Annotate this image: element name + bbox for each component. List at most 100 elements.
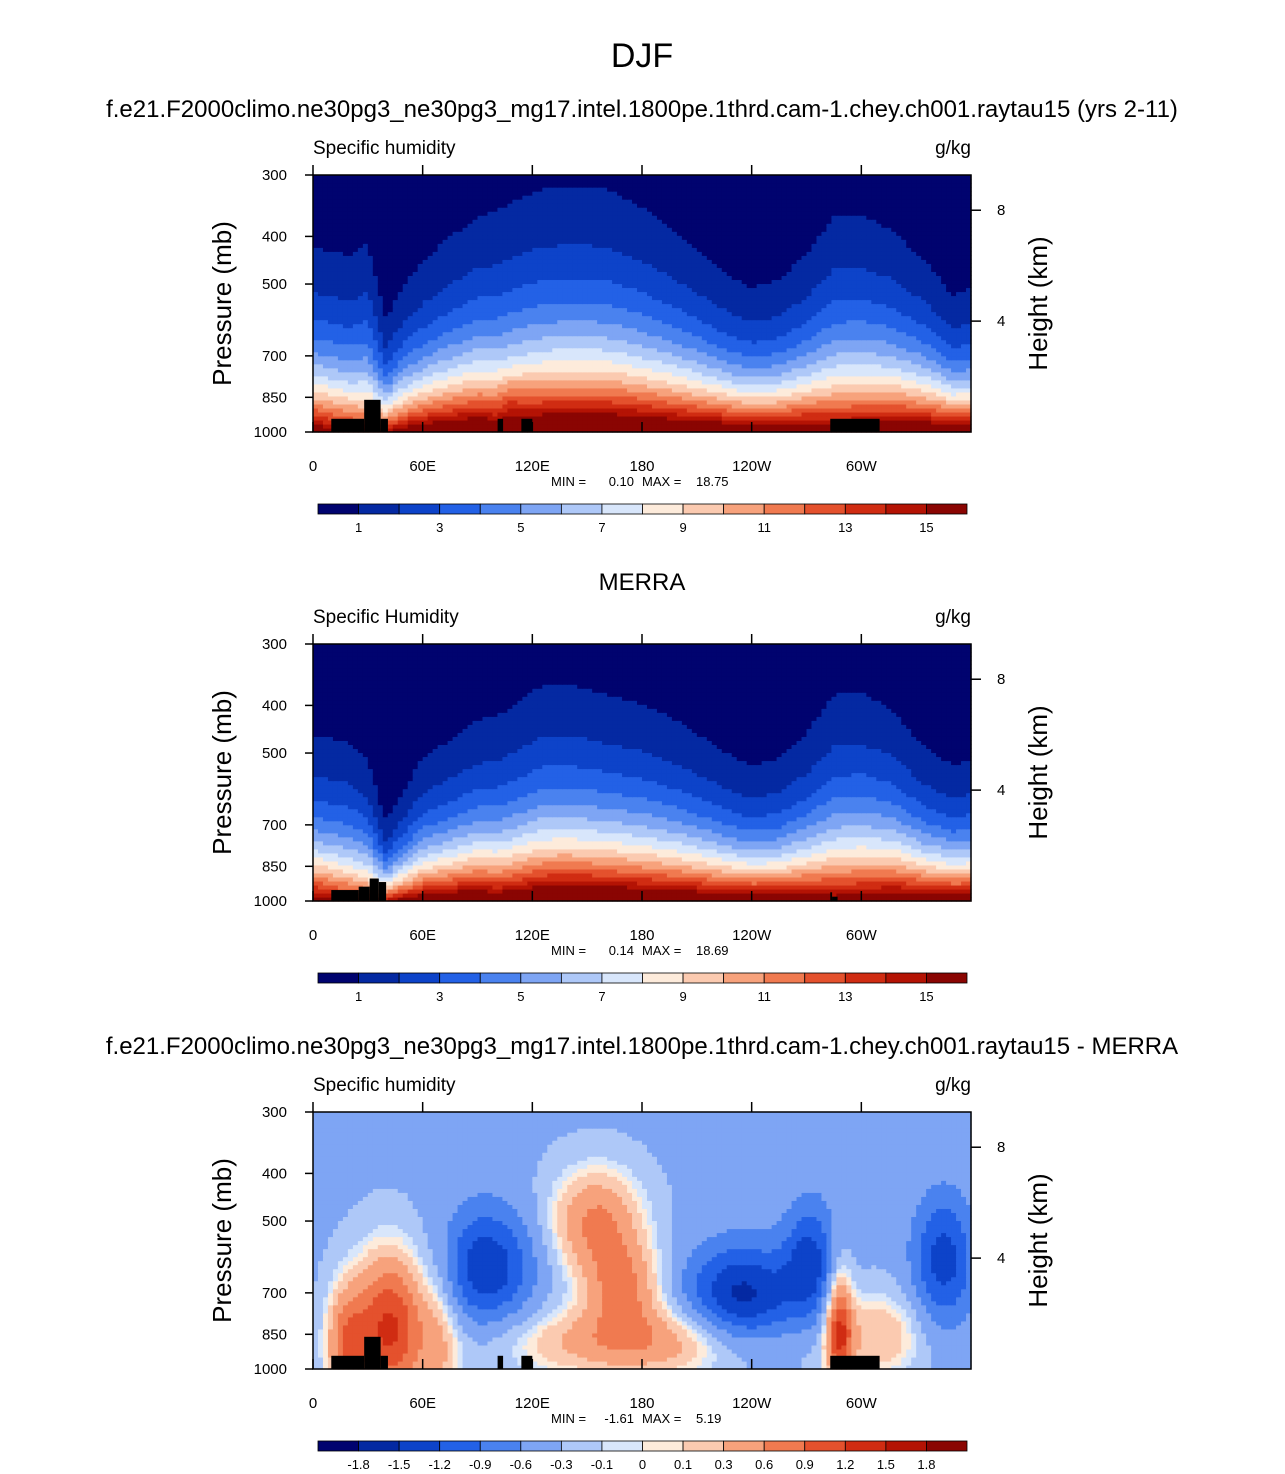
heatmap-cell [642, 396, 648, 401]
heatmap-cell [617, 384, 623, 389]
heatmap-cell [722, 412, 728, 417]
heatmap-cell [557, 396, 563, 401]
heatmap-cell [323, 424, 329, 429]
heatmap-cell [876, 384, 882, 389]
heatmap-cell [936, 380, 942, 385]
heatmap-cell [408, 424, 414, 429]
heatmap-cell [722, 404, 728, 409]
heatmap-cell [597, 404, 603, 409]
heatmap-cell [413, 412, 419, 417]
heatmap-cell [802, 400, 808, 405]
heatmap-cell [747, 404, 753, 409]
heatmap-cell [672, 396, 678, 401]
heatmap-cell [811, 380, 817, 385]
heatmap-cell [368, 388, 374, 393]
heatmap-cell [602, 420, 608, 425]
heatmap-cell [886, 416, 892, 421]
heatmap-cell [732, 412, 738, 417]
heatmap-cell [901, 400, 907, 405]
heatmap-cell [896, 416, 902, 421]
heatmap-cell [478, 404, 484, 409]
heatmap-cell [557, 420, 563, 425]
chart-panel: f.e21.F2000climo.ne30pg3_ne30pg3_mg17.in… [106, 96, 1178, 535]
heatmap-cell [787, 388, 793, 393]
heatmap-cell [931, 408, 937, 413]
heatmap-cell [672, 408, 678, 413]
heatmap-cell [612, 404, 618, 409]
heatmap-cell [323, 412, 329, 417]
heatmap-cell [577, 412, 583, 417]
heatmap-cell [597, 376, 603, 381]
heatmap-cell [821, 420, 827, 425]
heatmap-cell [597, 400, 603, 405]
heatmap-cell [911, 396, 917, 401]
heatmap-cell [507, 420, 513, 425]
heatmap-cell [637, 376, 643, 381]
heatmap-cell [682, 384, 688, 389]
heatmap-cell [916, 384, 922, 389]
heatmap-cell [672, 384, 678, 389]
heatmap-cell [752, 408, 758, 413]
heatmap-cell [826, 408, 832, 413]
heatmap-cell [662, 376, 668, 381]
heatmap-cell [473, 376, 479, 381]
heatmap-cell [916, 424, 922, 429]
heatmap-cell [717, 396, 723, 401]
heatmap-cell [662, 408, 668, 413]
heatmap-cell [702, 388, 708, 393]
heatmap-cell [702, 424, 708, 429]
heatmap-cell [478, 412, 484, 417]
heatmap-cell [687, 384, 693, 389]
heatmap-cell [916, 408, 922, 413]
heatmap-cell [712, 388, 718, 393]
heatmap-cell [582, 404, 588, 409]
heatmap-cell [856, 392, 862, 397]
heatmap-cell [811, 392, 817, 397]
heatmap-cell [453, 388, 459, 393]
heatmap-cell [647, 416, 653, 421]
heatmap-cell [607, 424, 613, 429]
heatmap-cell [816, 380, 822, 385]
heatmap-cell [647, 420, 653, 425]
heatmap-cell [752, 388, 758, 393]
heatmap-cell [951, 400, 957, 405]
heatmap-cell [602, 388, 608, 393]
heatmap-cell [821, 412, 827, 417]
heatmap-cell [557, 384, 563, 389]
heatmap-cell [707, 408, 713, 413]
heatmap-cell [821, 388, 827, 393]
heatmap-cell [956, 396, 962, 401]
heatmap-cell [777, 396, 783, 401]
heatmap-cell [482, 376, 488, 381]
heatmap-cell [652, 420, 658, 425]
heatmap-cell [388, 412, 394, 417]
heatmap-cell [363, 376, 369, 381]
heatmap-cell [383, 388, 389, 393]
heatmap-cell [448, 424, 454, 429]
heatmap-cell [752, 416, 758, 421]
heatmap-cell [388, 396, 394, 401]
heatmap-cell [393, 384, 399, 389]
heatmap-cell [772, 396, 778, 401]
heatmap-cell [672, 412, 678, 417]
heatmap-cell [792, 412, 798, 417]
heatmap-cell [807, 424, 813, 429]
heatmap-cell [697, 384, 703, 389]
heatmap-cell [502, 396, 508, 401]
heatmap-cell [856, 396, 862, 401]
heatmap-cell [946, 408, 952, 413]
heatmap-cell [547, 404, 553, 409]
heatmap-cell [547, 412, 553, 417]
heatmap-cell [428, 384, 434, 389]
heatmap-cell [792, 396, 798, 401]
heatmap-cell [926, 412, 932, 417]
heatmap-cell [876, 396, 882, 401]
heatmap-cell [772, 380, 778, 385]
heatmap-cell [941, 416, 947, 421]
heatmap-cell [697, 424, 703, 429]
heatmap-cell [732, 400, 738, 405]
heatmap-cell [522, 404, 528, 409]
heatmap-cell [433, 392, 439, 397]
heatmap-cell [732, 392, 738, 397]
heatmap-cell [727, 408, 733, 413]
